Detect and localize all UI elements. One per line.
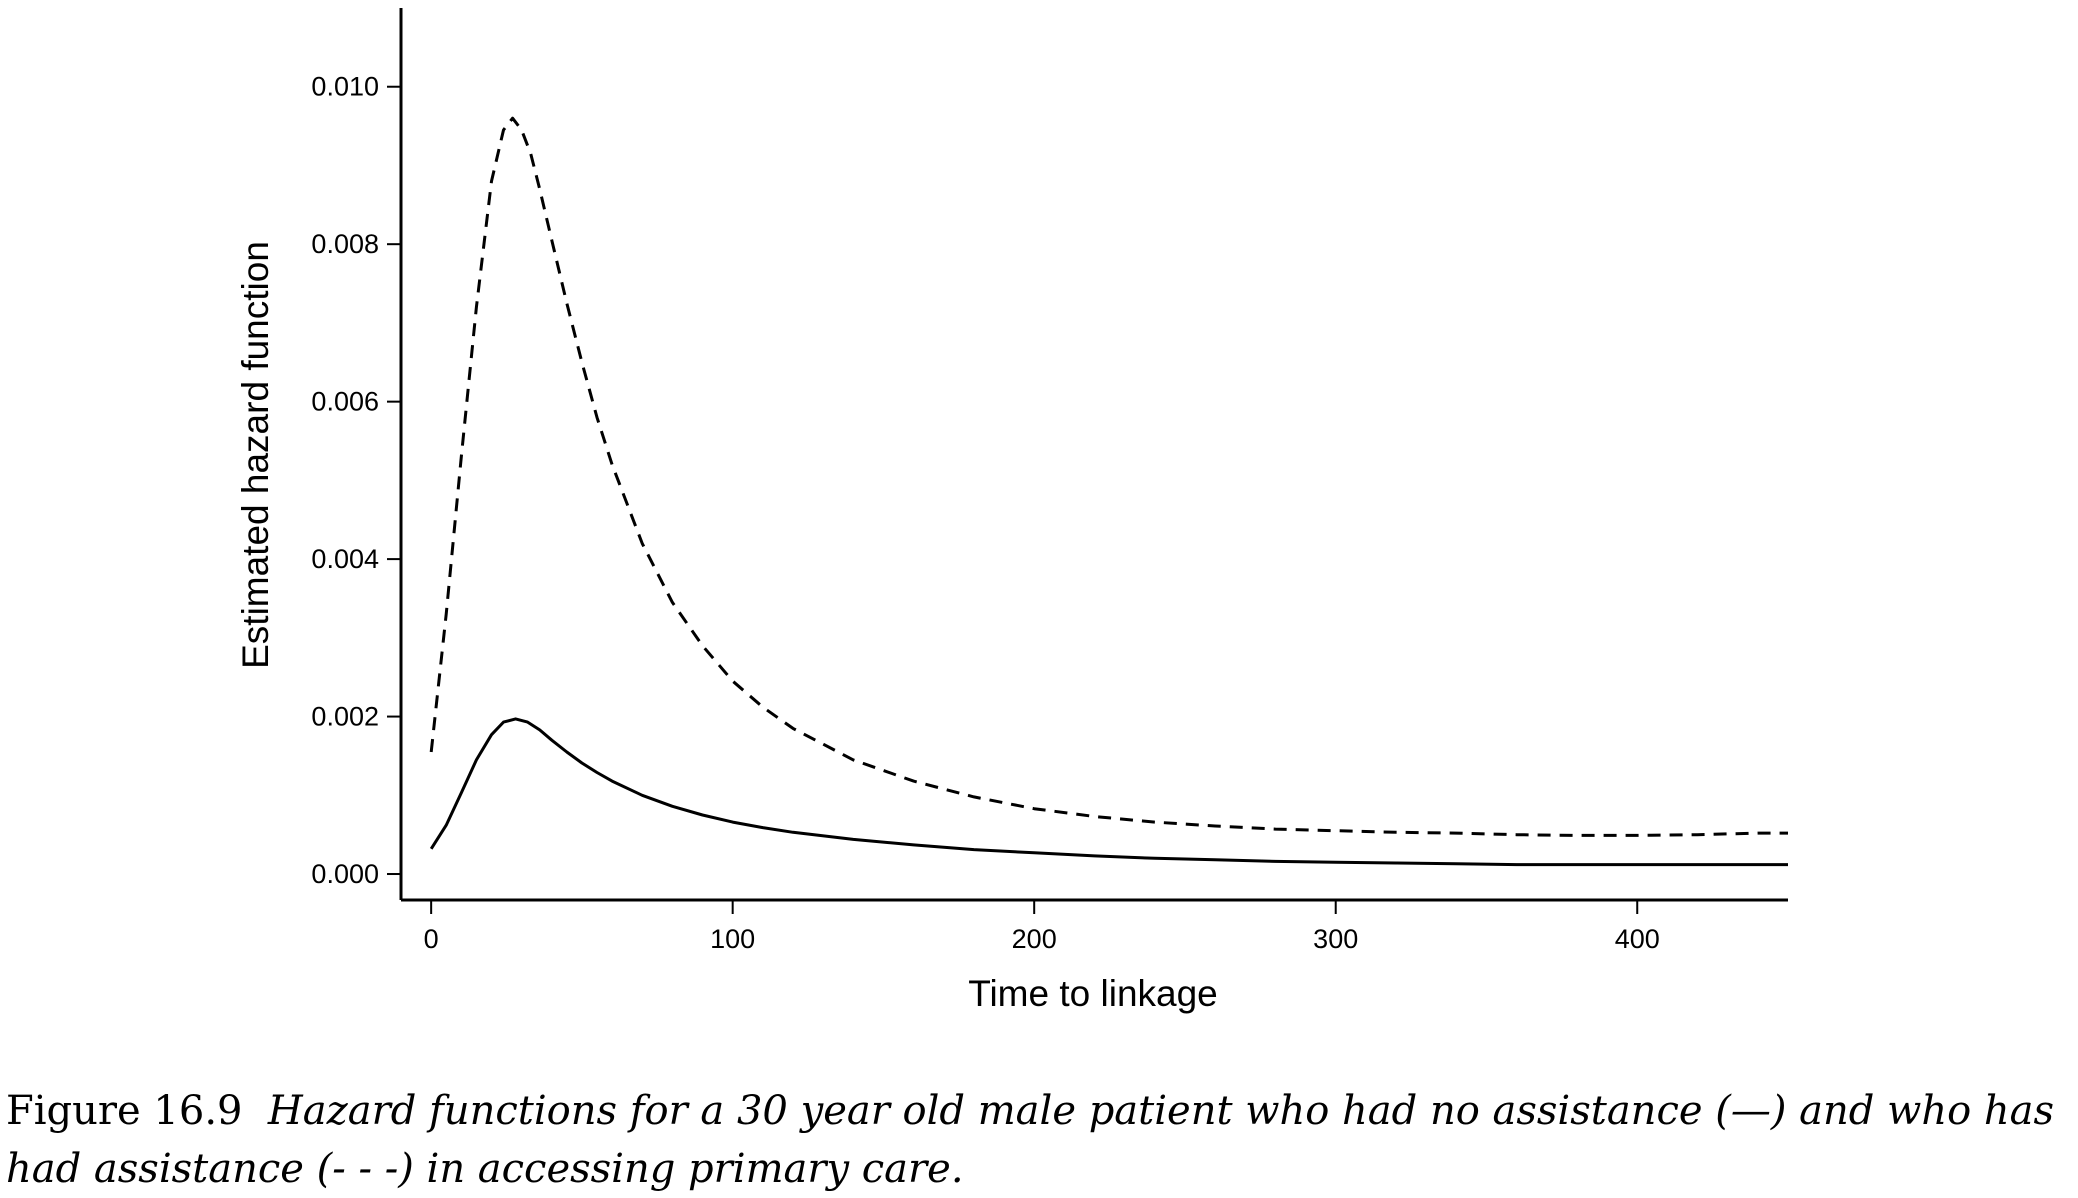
x-tick-label: 200: [1012, 924, 1057, 954]
y-axis-title: Estimated hazard function: [235, 241, 276, 669]
x-ticks: 0 100 200 300 400: [424, 900, 1660, 954]
x-tick-label: 300: [1313, 924, 1358, 954]
series-line-solid: [429, 717, 1788, 867]
x-tick-label: 0: [424, 924, 439, 954]
caption-text: Hazard functions for a 30 year old male …: [6, 1088, 2055, 1192]
hazard-chart: 0.000 0.002 0.004 0.006 0.008 0.010 0 100 200 30…: [235, 8, 1788, 1014]
x-tick-label: 400: [1615, 924, 1660, 954]
y-tick-label: 0.008: [311, 229, 379, 259]
series-line-dashed: [429, 116, 1788, 837]
x-axis-title: Time to linkage: [968, 973, 1218, 1014]
y-ticks: 0.000 0.002 0.004 0.006 0.008 0.010: [311, 72, 401, 889]
caption-label: Figure 16.9: [6, 1088, 243, 1134]
y-tick-label: 0.000: [311, 859, 379, 889]
y-tick-label: 0.010: [311, 72, 379, 102]
figure-caption: Figure 16.9 Hazard functions for a 30 ye…: [6, 1082, 2072, 1198]
y-tick-label: 0.004: [311, 544, 379, 574]
series-layer: [429, 116, 1788, 867]
x-tick-label: 100: [710, 924, 755, 954]
y-tick-label: 0.006: [311, 387, 379, 417]
y-tick-label: 0.002: [311, 702, 379, 732]
